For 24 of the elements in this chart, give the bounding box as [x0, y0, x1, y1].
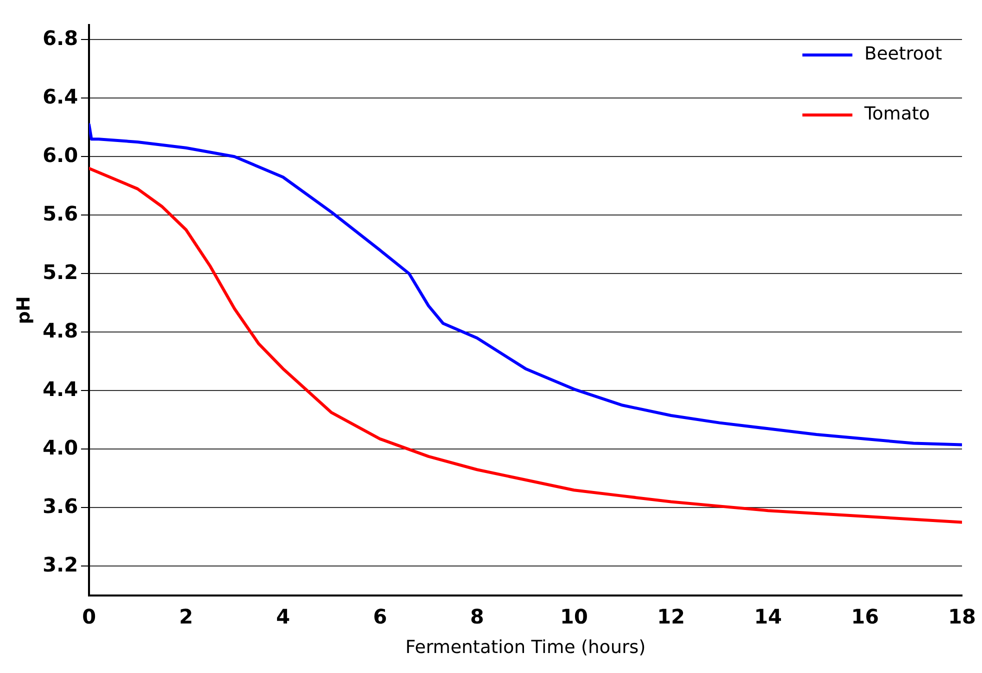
- x-tick-label: 0: [82, 604, 96, 629]
- x-axis-title: Fermentation Time (hours): [405, 636, 646, 658]
- y-tick-label: 4.8: [42, 318, 78, 342]
- y-tick-label: 6.8: [42, 26, 78, 50]
- legend-label: Beetroot: [864, 44, 942, 65]
- y-tick-label: 4.0: [42, 435, 78, 460]
- x-tick-label: 8: [470, 604, 484, 629]
- y-tick-label: 3.6: [42, 494, 78, 518]
- legend-label: Tomato: [863, 104, 930, 125]
- x-tick-label: 10: [560, 604, 588, 629]
- y-tick-label: 4.4: [42, 376, 78, 401]
- y-tick-label: 3.2: [42, 552, 78, 576]
- x-tick-label: 12: [657, 604, 685, 629]
- x-tick-label: 2: [179, 604, 193, 629]
- y-tick-label: 5.2: [42, 260, 78, 284]
- x-tick-label: 4: [276, 604, 290, 629]
- y-tick-label: 5.6: [42, 201, 78, 226]
- x-tick-label: 6: [373, 604, 387, 629]
- x-tick-label: 16: [851, 604, 879, 629]
- y-axis-title: pH: [13, 296, 34, 324]
- x-tick-label: 18: [948, 604, 976, 629]
- y-tick-label: 6.0: [42, 142, 78, 167]
- y-tick-label: 6.4: [42, 84, 78, 108]
- x-tick-label: 14: [754, 604, 782, 629]
